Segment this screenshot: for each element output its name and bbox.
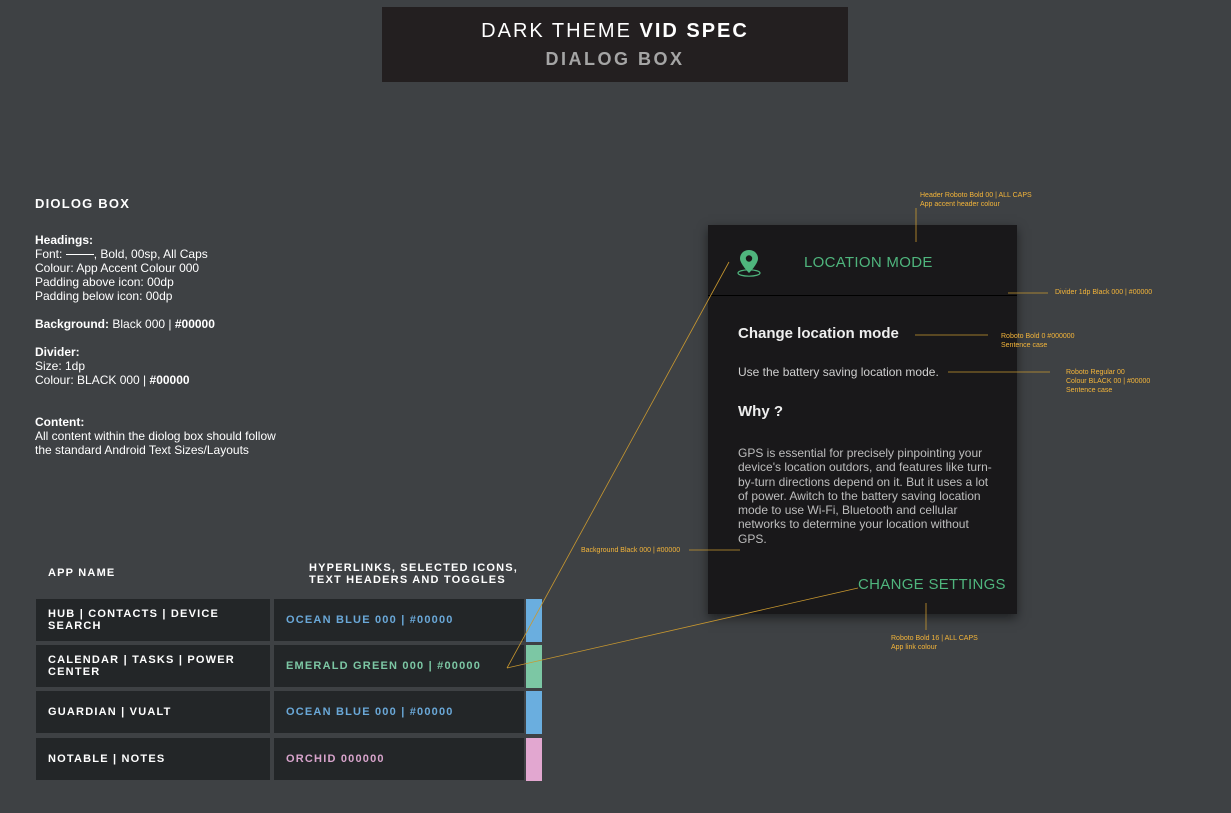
location-pin-icon (736, 248, 762, 283)
app-name-cell: GUARDIAN | VUALT (36, 691, 270, 733)
page-title: DARK THEME VID SPEC (481, 20, 749, 42)
app-name-cell: NOTABLE | NOTES (36, 738, 270, 780)
headings-label: Headings: (35, 233, 94, 247)
background-hex: #00000 (174, 317, 215, 331)
title-annotation: Roboto Bold 0 #000000 Sentence case (1001, 333, 1075, 349)
spec-content-section: Content: All content within the diolog b… (35, 415, 355, 457)
dialog-title: Change location mode (738, 325, 899, 342)
dialog-header-title: LOCATION MODE (804, 254, 933, 271)
content-label: Content: (35, 415, 85, 429)
subtitle-annotation: Roboto Regular 00 Colour BLACK 00 | #000… (1066, 369, 1151, 394)
spec-heading: DIOLOG BOX (35, 196, 131, 211)
background-annotation: Background Black 000 | #00000 (581, 547, 681, 554)
colour-swatch (526, 691, 542, 734)
content-line-2: the standard Android Text Sizes/Layouts (35, 443, 249, 457)
spec-divider-section: Divider: Size: 1dp Colour: BLACK 000 | #… (35, 345, 355, 387)
spec-block: DIOLOG BOX Headings: Font: , Bold, 00sp,… (35, 197, 355, 471)
content-line-1: All content within the diolog box should… (35, 429, 276, 443)
colour-swatch (526, 645, 542, 688)
action-colour-leader-line (506, 587, 859, 669)
font-line: Font: , Bold, 00sp, All Caps (35, 247, 208, 261)
dialog-body-text: GPS is essential for precisely pinpointi… (738, 446, 992, 546)
padding-below-line: Padding below icon: 00dp (35, 289, 173, 303)
divider-colour-line: Colour: BLACK 000 | #00000 (35, 373, 190, 387)
colour-cell: ORCHID 000000 (274, 738, 524, 780)
divider-annotation: Divider 1dp Black 000 | #00000 (1055, 289, 1153, 296)
colour-cell: EMERALD GREEN 000 | #00000 (274, 645, 524, 687)
spec-background-section: Background: Black 000 | #00000 (35, 317, 215, 331)
page-title-bold: VID SPEC (639, 20, 749, 42)
icon-colour-leader-line (506, 261, 730, 669)
action-annotation: Roboto Bold 16 | ALL CAPS App link colou… (891, 635, 978, 651)
colour-line: Colour: App Accent Colour 000 (35, 261, 200, 275)
app-name-header: APP NAME (48, 567, 116, 579)
app-name-cell: CALENDAR | TASKS | POWER CENTER (36, 645, 270, 687)
dialog-subtitle: Use the battery saving location mode. (738, 365, 939, 379)
colour-header: HYPERLINKS, SELECTED ICONS, TEXT HEADERS… (309, 562, 519, 586)
spec-headings-section: Headings: Font: , Bold, 00sp, All Caps C… (35, 233, 355, 303)
padding-above-line: Padding above icon: 00dp (35, 275, 174, 289)
dialog-why-heading: Why ? (738, 403, 783, 420)
background-label: Background: (35, 317, 110, 331)
font-blank (65, 254, 94, 255)
header-annotation: Header Roboto Bold 00 | ALL CAPS App acc… (920, 192, 1032, 208)
divider-label: Divider: (35, 345, 80, 359)
title-banner: DARK THEME VID SPEC DIALOG BOX (382, 7, 848, 82)
colour-cell: OCEAN BLUE 000 | #00000 (274, 599, 524, 641)
page-subtitle: DIALOG BOX (545, 49, 685, 69)
colour-cell: OCEAN BLUE 000 | #00000 (274, 691, 524, 733)
dialog-divider (708, 295, 1017, 296)
change-settings-button[interactable]: CHANGE SETTINGS (858, 576, 1006, 593)
colour-swatch (526, 599, 542, 642)
app-name-cell: HUB | CONTACTS | DEVICE SEARCH (36, 599, 270, 641)
divider-size-line: Size: 1dp (35, 359, 86, 373)
dialog-box: LOCATION MODE Change location mode Use t… (708, 225, 1017, 614)
colour-swatch (526, 738, 542, 781)
